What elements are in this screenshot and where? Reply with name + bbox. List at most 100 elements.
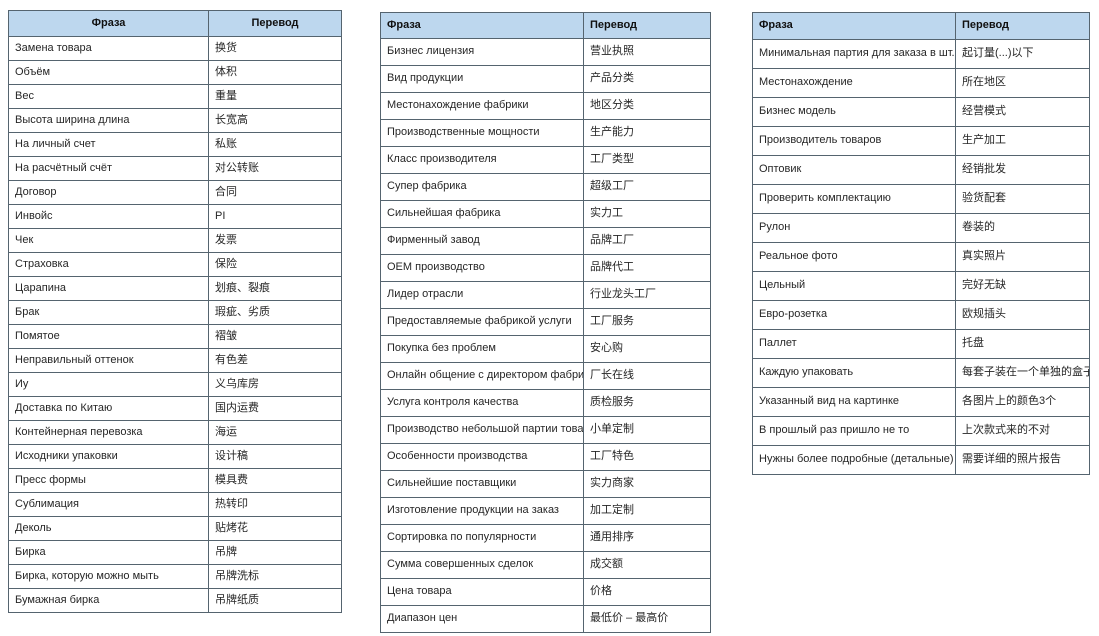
phrase-cell: Помятое <box>8 324 209 349</box>
table-row: На личный счет 私账 <box>8 132 342 157</box>
table-row: Производство небольшой партии товара 小单定制 <box>380 416 711 444</box>
phrase-cell: Производственные мощности <box>380 119 584 147</box>
translation-cell: 实力工 <box>583 200 711 228</box>
phrase-cell: Производитель товаров <box>752 126 956 156</box>
translation-column-header: Перевод <box>208 10 342 37</box>
translation-cell: 吊牌纸质 <box>208 588 342 613</box>
phrase-cell: Сильнейшая фабрика <box>380 200 584 228</box>
translation-cell: 产品分类 <box>583 65 711 93</box>
table-row: Брак 瑕疵、劣质 <box>8 300 342 325</box>
translation-cell: 品牌代工 <box>583 254 711 282</box>
translation-cell: 吊牌 <box>208 540 342 565</box>
translation-cell: 质检服务 <box>583 389 711 417</box>
phrase-cell: Онлайн общение с директором фабрики <box>380 362 584 390</box>
table-row: Деколь 贴烤花 <box>8 516 342 541</box>
phrase-cell: Чек <box>8 228 209 253</box>
phrase-cell: Проверить комплектацию <box>752 184 956 214</box>
translation-cell: 小单定制 <box>583 416 711 444</box>
table-row: Особенности производства 工厂特色 <box>380 443 711 471</box>
translation-column-header: Перевод <box>583 12 711 39</box>
translation-cell: 验货配套 <box>955 184 1090 214</box>
translation-cell: 工厂服务 <box>583 308 711 336</box>
phrase-cell: Диапазон цен <box>380 605 584 633</box>
translation-cell: 托盘 <box>955 329 1090 359</box>
table-row: Замена товара 换货 <box>8 36 342 61</box>
dictionary-table-orders: Фраза Перевод Минимальная партия для зак… <box>752 12 1090 475</box>
table-row: Евро-розетка 欧规插头 <box>752 300 1090 330</box>
table-row: Сублимация 热转印 <box>8 492 342 517</box>
translation-cell: 贴烤花 <box>208 516 342 541</box>
table-row: Бумажная бирка 吊牌纸质 <box>8 588 342 613</box>
table-row: Минимальная партия для заказа в шт. 起订量(.… <box>752 39 1090 69</box>
translation-cell: 设计稿 <box>208 444 342 469</box>
translation-cell: 需要详细的照片报告 <box>955 445 1090 475</box>
translation-cell: 工厂类型 <box>583 146 711 174</box>
translation-cell: 通用排序 <box>583 524 711 552</box>
translation-cell: 对公转账 <box>208 156 342 181</box>
table-row: Диапазон цен 最低价 – 最高价 <box>380 605 711 633</box>
phrase-cell: Высота ширина длина <box>8 108 209 133</box>
translation-cell: 地区分类 <box>583 92 711 120</box>
translation-cell: 工厂特色 <box>583 443 711 471</box>
table-row: Указанный вид на картинке 各图片上的颜色3个 <box>752 387 1090 417</box>
table-row: Бизнес модель 经营模式 <box>752 97 1090 127</box>
phrase-cell: Местонахождение фабрики <box>380 92 584 120</box>
table-row: Покупка без проблем 安心购 <box>380 335 711 363</box>
translation-cell: 真实照片 <box>955 242 1090 272</box>
translation-cell: 最低价 – 最高价 <box>583 605 711 633</box>
header-row: Фраза Перевод <box>752 12 1090 40</box>
phrase-cell: Местонахождение <box>752 68 956 98</box>
table-row: На расчётный счёт 对公转账 <box>8 156 342 181</box>
phrase-cell: Замена товара <box>8 36 209 61</box>
phrase-cell: Бизнес модель <box>752 97 956 127</box>
phrase-cell: Сортировка по популярности <box>380 524 584 552</box>
translation-cell: 实力商家 <box>583 470 711 498</box>
translation-cell: 吊牌洗标 <box>208 564 342 589</box>
phrase-cell: На личный счет <box>8 132 209 157</box>
translation-cell: 卷装的 <box>955 213 1090 243</box>
translation-cell: 热转印 <box>208 492 342 517</box>
table-row: Высота ширина длина 长宽高 <box>8 108 342 133</box>
translation-cell: 生产加工 <box>955 126 1090 156</box>
phrase-cell: Бирка <box>8 540 209 565</box>
table-row: Доставка по Китаю 国内运费 <box>8 396 342 421</box>
table-row: Исходники упаковки 设计稿 <box>8 444 342 469</box>
phrase-cell: Фирменный завод <box>380 227 584 255</box>
table-row: Производственные мощности 生产能力 <box>380 119 711 147</box>
translation-cell: 品牌工厂 <box>583 227 711 255</box>
translation-cell: 加工定制 <box>583 497 711 525</box>
phrase-cell: Иу <box>8 372 209 397</box>
phrase-column-header: Фраза <box>8 10 209 37</box>
phrase-cell: Покупка без проблем <box>380 335 584 363</box>
translation-cell: 安心购 <box>583 335 711 363</box>
phrase-cell: Исходники упаковки <box>8 444 209 469</box>
phrase-cell: Нужны более подробные (детальные) фото <box>752 445 956 475</box>
translation-cell: 模具费 <box>208 468 342 493</box>
table-row: Местонахождение 所在地区 <box>752 68 1090 98</box>
table-row: Местонахождение фабрики 地区分类 <box>380 92 711 120</box>
dictionary-table-general: Фраза Перевод Замена товара 换货 Объём 体积 Вес 重… <box>8 10 342 613</box>
header-row: Фраза Перевод <box>8 10 342 37</box>
table-row: Реальное фото 真实照片 <box>752 242 1090 272</box>
translation-cell: 完好无缺 <box>955 271 1090 301</box>
phrase-cell: Пресс формы <box>8 468 209 493</box>
phrase-cell: На расчётный счёт <box>8 156 209 181</box>
translation-cell: 每套子装在一个单独的盒子里 <box>955 358 1090 388</box>
translation-cell: 划痕、裂痕 <box>208 276 342 301</box>
header-row: Фраза Перевод <box>380 12 711 39</box>
table-row: Сумма совершенных сделок 成交额 <box>380 551 711 579</box>
table-row: Оптовик 经销批发 <box>752 155 1090 185</box>
table-row: Проверить комплектацию 验货配套 <box>752 184 1090 214</box>
table-row: Цена товара 价格 <box>380 578 711 606</box>
phrase-cell: Доставка по Китаю <box>8 396 209 421</box>
phrase-cell: В прошлый раз пришло не то <box>752 416 956 446</box>
table-row: Пресс формы 模具费 <box>8 468 342 493</box>
translation-cell: 重量 <box>208 84 342 109</box>
phrase-cell: Бизнес лицензия <box>380 38 584 66</box>
phrase-cell: Бумажная бирка <box>8 588 209 613</box>
translation-cell: 行业龙头工厂 <box>583 281 711 309</box>
table-row: Сортировка по популярности 通用排序 <box>380 524 711 552</box>
table-row: Объём 体积 <box>8 60 342 85</box>
translation-cell: 上次款式来的不对 <box>955 416 1090 446</box>
